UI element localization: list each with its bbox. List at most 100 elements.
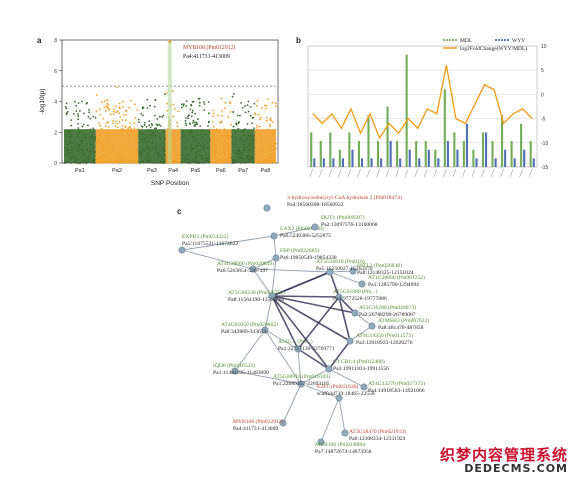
node-position: Pa3:19911103-19911556 — [333, 366, 389, 372]
node-position: Pa7:14872674-14873958 — [315, 449, 372, 455]
network-edge — [181, 235, 275, 251]
node-dot — [263, 204, 271, 212]
node-position: Pa1:22757130-22769771 — [278, 346, 335, 352]
network-edge — [252, 257, 277, 270]
node-position: Pa1:22689357-22693185 — [273, 381, 330, 387]
panel-c-label: c — [177, 207, 182, 216]
node-name: MYB108 (Pm012912) — [233, 418, 284, 425]
node-position: Pa6:12308334-12311924 — [349, 436, 406, 442]
network-edge — [271, 257, 277, 297]
node-name: E2F1 (Pm011636) — [317, 383, 358, 390]
network-edge — [328, 368, 365, 388]
node-position: Pa3:12018923-12020276 — [356, 340, 413, 346]
node-dot — [341, 429, 349, 437]
network-node: AT4G38660 (Pm020849)Pa6:5263854-5267497 — [217, 260, 274, 274]
network-node: ATMSH3 (Pm007632)Pa8:481478-487858 — [368, 317, 429, 331]
node-position: Pa6:5249386-5252875 — [280, 233, 331, 239]
network-edge — [273, 235, 277, 259]
network-edge — [271, 295, 356, 314]
node-name: AT5G00910 (Pm016103) — [273, 373, 330, 380]
network-node: INTL3 (Pm026848)Pa8:12148325-12151024 — [349, 262, 414, 276]
panel-a-label: a — [37, 36, 42, 45]
node-name: AT4G38660 (Pm020849) — [217, 260, 274, 267]
network-node: DUT1 (Pm009507)Pa2:13097576-13100068 — [311, 214, 378, 231]
network-nodes: 3-hydroxyisobutyryl-CoA hydrolase 2 (Pm0… — [178, 194, 429, 455]
network-node: AT2G36200 (Pm028073)Pa2:26788298-2678908… — [351, 304, 416, 318]
network-node: AT4G... (Pm...)Pa1:22757130-22769771 — [278, 338, 335, 353]
node-dot — [326, 268, 334, 276]
network-edge — [329, 271, 340, 298]
node-dot — [351, 309, 359, 317]
node-name: AT5G01880 (Pm...) — [333, 288, 378, 295]
node-dot — [268, 292, 276, 300]
node-name: INTL3 (Pm026848) — [357, 262, 402, 269]
network-node: MYB106 (Pm024880)Pa7:14872674-14873958 — [315, 438, 372, 455]
network-edge — [354, 312, 373, 327]
network-edge — [320, 397, 340, 443]
node-position: Pa1:11481195-11483000 — [213, 370, 269, 376]
node-position: Pa1:1285790-1294094 — [368, 282, 419, 288]
node-dot — [272, 254, 280, 262]
network-edge — [329, 271, 363, 285]
node-dot — [325, 365, 333, 373]
network-node: FBP (Pm022685)Pa6:19850549-19854330 — [272, 247, 337, 262]
network-edge — [271, 271, 331, 297]
network-node: MYB108 (Pm012912)Pa4:411731-413009 — [233, 418, 287, 432]
node-position: Pa2:26788298-26789087 — [359, 312, 416, 318]
network-node: AT4G14350 (Pm011573)Pa3:12018923-1202027… — [346, 332, 413, 346]
node-dot — [335, 394, 343, 402]
network-node: AT1G20060 (Pm001252)Pa1:1285790-1294094 — [358, 274, 425, 288]
network-node: EXPB3 (Pm014322)Pa5:11675531-11674622 — [178, 233, 238, 254]
node-name: 3-hydroxyisobutyryl-CoA hydrolase 2 (Pm0… — [287, 194, 402, 201]
node-position: Pa4:18560308-18560922 — [287, 202, 344, 208]
network-edge — [282, 383, 302, 424]
network-edge — [338, 296, 356, 314]
network-node: AT5G26810 (Pm010)Pa5:15250027-15262476 — [316, 258, 373, 276]
network-edge — [349, 325, 373, 342]
node-dot — [178, 246, 186, 254]
network-edge — [264, 329, 302, 385]
node-dot — [231, 367, 239, 375]
network-edge — [300, 383, 340, 399]
network-node: CYCB1;4 (Pm012408)Pa3:19911103-19911556 — [325, 358, 389, 373]
node-dot — [349, 267, 357, 275]
node-name: AT5G26810 (Pm010) — [316, 258, 365, 265]
node-position: Pa4:14918583-14921066 — [368, 388, 425, 394]
node-name: AT3G18470 (Pm021913) — [349, 428, 406, 435]
node-name: FBP (Pm022685) — [280, 247, 319, 254]
node-name: AT4G... (Pm...) — [278, 338, 313, 345]
node-dot — [346, 337, 354, 345]
network-edge — [271, 295, 330, 370]
node-dot — [335, 293, 343, 301]
network-edge — [264, 295, 273, 331]
network-node: E2F1 (Pm011636)scaffold719:18465-22558 — [317, 383, 375, 402]
network-edge — [234, 329, 266, 372]
network-edge — [329, 270, 354, 273]
node-name: CYCB1;4 (Pm012408) — [333, 358, 385, 365]
node-name: EXPB3 (Pm014322) — [182, 233, 229, 240]
network-node: IQD6 (Pm016523)Pa1:11481195-11483000 — [213, 362, 269, 376]
network-edge — [252, 268, 273, 297]
node-position: Pa2:13097576-13100068 — [321, 222, 378, 228]
node-position: Pa8:342889-343653 — [221, 329, 267, 335]
network-node: AT5G01880 (Pm...)Pa1:9772528-19777086 — [333, 288, 387, 302]
network-edge — [273, 226, 316, 237]
node-dot — [270, 232, 278, 240]
node-dot — [279, 419, 287, 427]
node-dot — [294, 345, 302, 353]
network-edge — [252, 268, 331, 273]
node-position: Pa6:19850549-19854330 — [280, 255, 337, 261]
node-position: Pa6:5263854-5267497 — [217, 268, 268, 274]
node-name: ATMSH3 (Pm007632) — [378, 317, 429, 324]
node-name: DUT1 (Pm009507) — [321, 214, 365, 221]
node-dot — [360, 383, 368, 391]
watermark: 织梦内容管理系统 DEDECMS.COM — [440, 447, 568, 475]
network-edge — [271, 295, 299, 350]
network-edge — [297, 348, 330, 370]
node-dot — [317, 438, 325, 446]
node-position: Pa4:411731-413009 — [233, 426, 278, 432]
network-node: LAX2 (Pm020838)Pa6:5249386-5252875 — [270, 225, 331, 240]
node-dot — [358, 280, 366, 288]
